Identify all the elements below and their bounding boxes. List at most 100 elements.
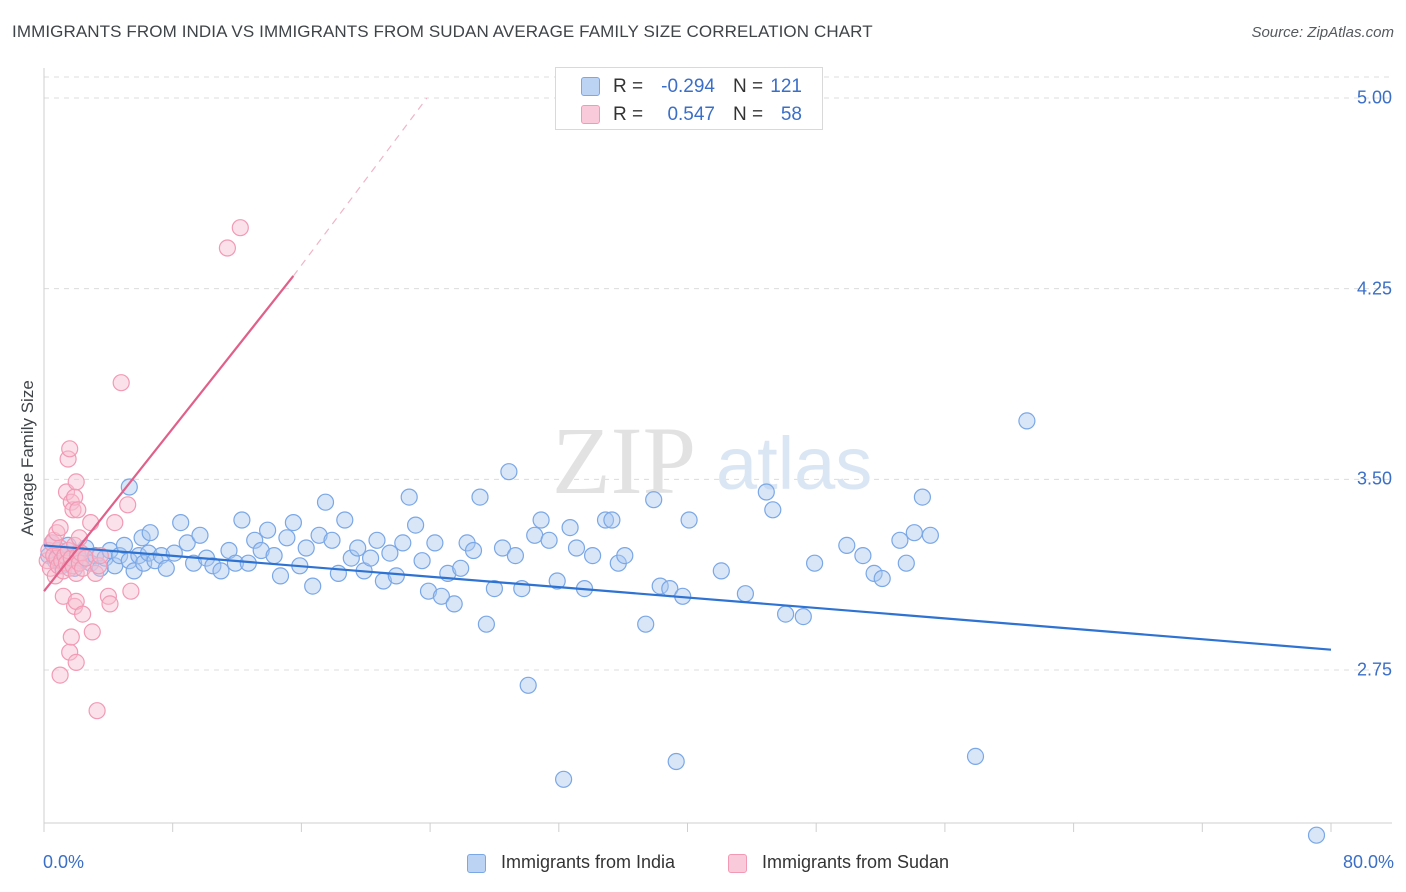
sudan-point-52 — [122, 582, 140, 600]
x-tick-label-min: 0.0% — [43, 852, 85, 872]
india-point-119 — [905, 524, 923, 542]
india-point-67 — [400, 488, 418, 506]
india-point-87 — [532, 511, 550, 529]
india-point-107 — [736, 585, 755, 603]
sudan-point-25 — [48, 524, 66, 542]
india-point-96 — [603, 511, 621, 529]
india-n-label: N = — [733, 76, 764, 97]
sudan-point-50 — [101, 595, 119, 613]
india-point-70 — [419, 582, 438, 600]
india-point-110 — [776, 605, 795, 623]
india-point-106 — [712, 562, 730, 580]
legend-india-label: Immigrants from India — [501, 852, 676, 872]
india-point-115 — [865, 564, 883, 583]
india-point-118 — [897, 554, 915, 572]
sudan-point-56 — [218, 239, 236, 257]
india-point-112 — [805, 554, 824, 572]
india-point-48 — [278, 529, 296, 547]
india-point-82 — [500, 463, 518, 481]
india-point-103 — [667, 752, 685, 771]
sudan-point-39 — [62, 628, 80, 646]
stats-row-sudan: R = 0.547 N = 58 — [556, 101, 822, 129]
india-point-71 — [426, 534, 444, 552]
watermark-zip: ZIP — [552, 407, 696, 514]
legend-sudan-swatch — [728, 854, 747, 873]
india-point-41 — [233, 511, 251, 529]
india-point-47 — [271, 567, 290, 585]
india-point-78 — [471, 488, 489, 506]
sudan-point-26 — [51, 518, 69, 537]
x-tick-label-max: 80.0% — [1342, 852, 1394, 872]
india-r-value: -0.294 — [661, 76, 715, 97]
sudan-trend-extension — [292, 97, 428, 277]
india-point-49 — [284, 513, 302, 532]
y-tick-label-2: 3.50 — [1356, 468, 1392, 489]
sudan-point-34 — [67, 473, 85, 491]
india-point-124 — [1307, 826, 1326, 844]
india-point-122 — [966, 747, 985, 766]
india-point-33 — [178, 534, 196, 552]
stats-row-india: R = -0.294 N = 121 — [556, 73, 822, 101]
india-point-85 — [519, 676, 537, 694]
india-r-label: R = — [613, 76, 644, 97]
sudan-point-33 — [65, 488, 84, 506]
y-tick-label-1: 4.25 — [1356, 278, 1392, 299]
sudan-point-53 — [119, 496, 137, 514]
y-axis-label: Average Family Size — [18, 380, 37, 536]
india-point-81 — [493, 539, 512, 557]
india-point-27 — [141, 524, 159, 542]
sudan-point-30 — [61, 440, 79, 458]
india-point-88 — [540, 531, 558, 549]
legend-sudan-label: Immigrants from Sudan — [762, 852, 950, 872]
watermark-atlas: atlas — [716, 422, 872, 505]
india-point-109 — [764, 501, 782, 519]
india-point-94 — [583, 546, 602, 565]
data-points — [38, 219, 1326, 844]
sudan-trend-line — [43, 275, 295, 592]
watermark: ZIP atlas — [552, 407, 872, 514]
india-point-30 — [157, 559, 175, 577]
sudan-point-23 — [77, 549, 95, 567]
india-point-120 — [913, 488, 932, 506]
india-point-89 — [548, 572, 566, 590]
trend-lines — [43, 97, 1332, 651]
india-point-65 — [387, 567, 405, 585]
india-point-57 — [336, 511, 354, 529]
india-point-95 — [596, 511, 615, 529]
sudan-point-27 — [54, 587, 72, 605]
india-point-51 — [297, 539, 315, 557]
india-point-52 — [304, 577, 322, 595]
india-point-69 — [413, 552, 431, 570]
india-point-46 — [265, 546, 283, 565]
y-tick-label-3: 2.75 — [1356, 659, 1392, 680]
india-point-92 — [567, 539, 586, 557]
india-point-62 — [368, 531, 386, 549]
grid-lines — [44, 76, 1392, 671]
sudan-point-43 — [73, 605, 92, 623]
india-point-108 — [757, 483, 775, 501]
india-point-44 — [252, 541, 270, 560]
india-point-54 — [316, 493, 335, 511]
india-point-19 — [115, 536, 134, 555]
chart-title: IMMIGRANTS FROM INDIA VS IMMIGRANTS FROM… — [12, 22, 873, 41]
india-swatch — [581, 77, 600, 96]
india-point-80 — [485, 579, 503, 598]
sudan-n-value: 58 — [780, 104, 802, 125]
india-point-55 — [323, 531, 341, 549]
sudan-n-label: N = — [733, 104, 764, 125]
india-point-99 — [637, 615, 655, 633]
india-trend-line — [43, 544, 1332, 651]
correlation-stats-box: R = -0.294 N = 121 R = 0.547 N = 58 — [555, 67, 823, 130]
india-point-31 — [165, 544, 183, 562]
sudan-point-54 — [91, 546, 109, 565]
india-point-72 — [432, 587, 450, 605]
sudan-point-35 — [69, 501, 87, 519]
india-point-111 — [794, 607, 812, 626]
axes — [43, 68, 1392, 832]
india-point-43 — [246, 531, 264, 549]
india-point-40 — [226, 554, 244, 572]
india-point-79 — [477, 615, 495, 633]
india-point-58 — [342, 549, 360, 567]
chart-source: Source: ZipAtlas.com — [1251, 24, 1394, 41]
